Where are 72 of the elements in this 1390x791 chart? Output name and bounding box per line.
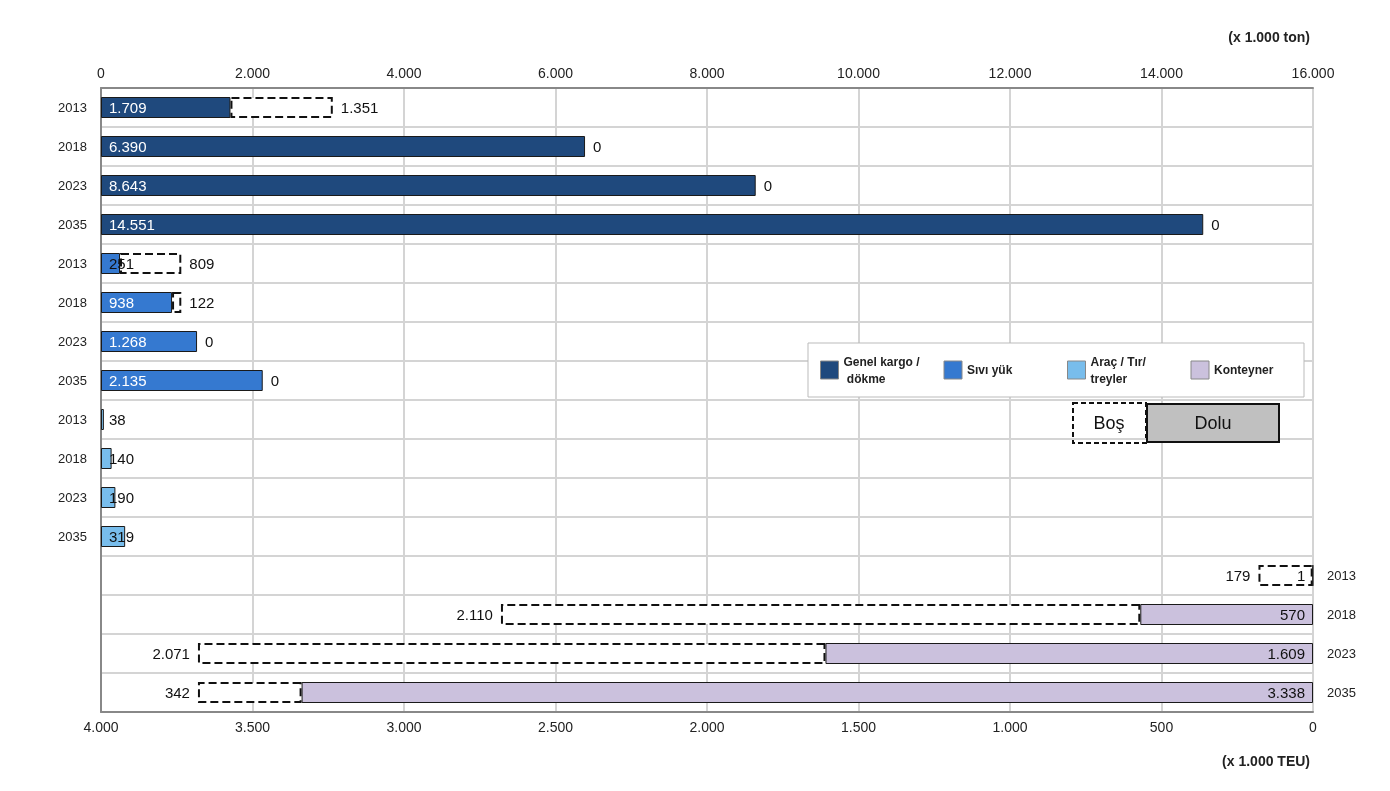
bar — [101, 448, 112, 469]
data-label: 0 — [1211, 216, 1220, 233]
data-label: 0 — [593, 138, 602, 155]
bar — [101, 331, 198, 352]
y-tick-label: 2023 — [1327, 646, 1356, 661]
text: Boş — [1093, 413, 1125, 433]
data-label: 38 — [109, 411, 126, 428]
y-tick-label: 2018 — [58, 451, 87, 466]
bar — [101, 370, 263, 391]
x2-tick-label: 3.000 — [386, 719, 422, 735]
y-tick-label: 2018 — [1327, 607, 1356, 622]
y-tick-label: 2023 — [58, 334, 87, 349]
x2-axis-title: (x 1.000 TEU) — [1222, 753, 1311, 769]
x-axis-title: (x 1.000 ton) — [1228, 29, 1311, 45]
bar — [101, 214, 1204, 235]
x-tick-label: 14.000 — [1140, 65, 1184, 81]
data-label: 1.268 — [109, 333, 147, 350]
x2-tick-label: 1.500 — [840, 719, 877, 735]
data-label: 0 — [205, 333, 214, 350]
data-label: 2.110 — [456, 606, 493, 623]
x2-tick-label: 0 — [1309, 719, 1318, 735]
data-label: 3.338 — [1267, 684, 1305, 701]
y-tick-label: 2013 — [58, 100, 87, 115]
x-tick-label: 4.000 — [386, 65, 422, 81]
x2-tick-label: 2.500 — [537, 719, 574, 735]
y-tick-label: 2035 — [58, 529, 87, 544]
bar — [101, 136, 586, 157]
y-tick-label: 2035 — [58, 373, 87, 388]
x2-tick-label: 500 — [1149, 719, 1174, 735]
bar — [101, 175, 756, 196]
y-tick-label: 2035 — [1327, 685, 1356, 700]
x-tick-label: 10.000 — [837, 65, 881, 81]
data-label: 1.351 — [340, 99, 379, 116]
data-label: 2.071 — [152, 645, 190, 662]
legend-label: Genel kargo / dökme — [843, 354, 921, 386]
data-label: 122 — [189, 294, 215, 311]
y-tick-label: 2023 — [58, 178, 87, 193]
x2-tick-label: 4.000 — [83, 719, 119, 735]
y-tick-label: 2013 — [1327, 568, 1356, 583]
data-label: 6.390 — [109, 138, 147, 155]
y-tick-label: 2013 — [58, 256, 87, 271]
data-label: 14.551 — [109, 216, 155, 233]
data-label: 8.643 — [109, 177, 147, 194]
y-tick-label: 2018 — [58, 139, 87, 154]
data-label: 570 — [1279, 606, 1305, 623]
data-label: 1.709 — [109, 99, 147, 116]
y-tick-label: 2013 — [58, 412, 87, 427]
x-tick-label: 0 — [97, 65, 106, 81]
data-label: 342 — [164, 684, 190, 701]
data-label: 0 — [270, 372, 280, 389]
data-label: 0 — [763, 177, 773, 194]
x-tick-label: 6.000 — [537, 65, 574, 81]
x2-tick-label: 1.000 — [992, 719, 1028, 735]
legend-label: Konteyner — [1214, 363, 1274, 377]
y-tick-label: 2035 — [58, 217, 87, 232]
legend-label: Sıvı yük — [967, 363, 1013, 377]
y-tick-label: 2018 — [58, 295, 87, 310]
x-tick-label: 8.000 — [689, 65, 725, 81]
data-label: 179 — [1225, 567, 1251, 584]
data-label: 1.609 — [1267, 645, 1305, 662]
legend-label: Araç / Tır/treyler — [1090, 354, 1147, 386]
y-tick-label: 2023 — [58, 490, 87, 505]
x-tick-label: 2.000 — [234, 65, 271, 81]
data-label: 938 — [109, 294, 135, 311]
x-tick-label: 12.000 — [988, 65, 1032, 81]
x2-tick-label: 2.000 — [689, 719, 725, 735]
data-label: 2.135 — [109, 372, 147, 389]
data-label: 1 — [1297, 567, 1306, 584]
data-label: 809 — [189, 255, 215, 272]
x-tick-label: 16.000 — [1291, 65, 1335, 81]
filled-key-box: Dolu — [1146, 403, 1280, 443]
x2-tick-label: 3.500 — [234, 719, 271, 735]
